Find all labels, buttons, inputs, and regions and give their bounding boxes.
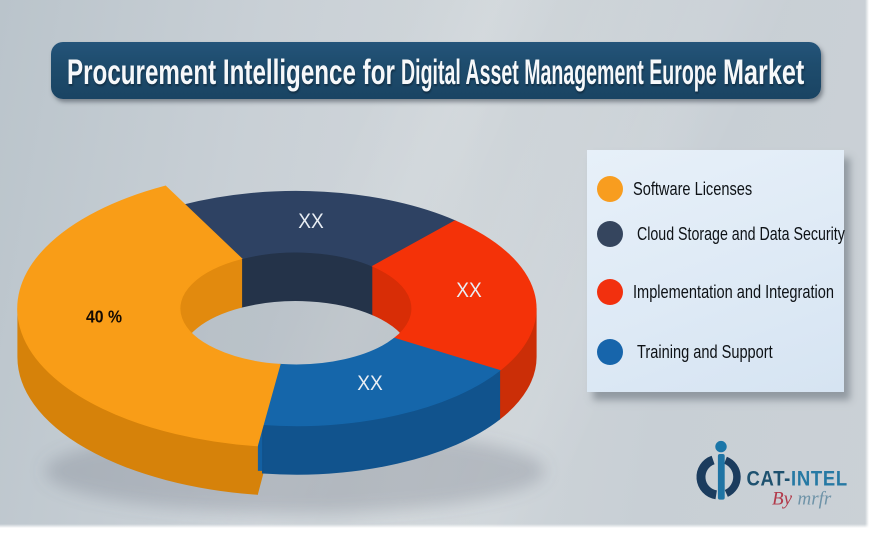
svg-text:mrfr: mrfr: [798, 489, 832, 510]
svg-text:By: By: [772, 489, 793, 510]
svg-text:CAT-INTEL: CAT-INTEL: [747, 467, 848, 490]
